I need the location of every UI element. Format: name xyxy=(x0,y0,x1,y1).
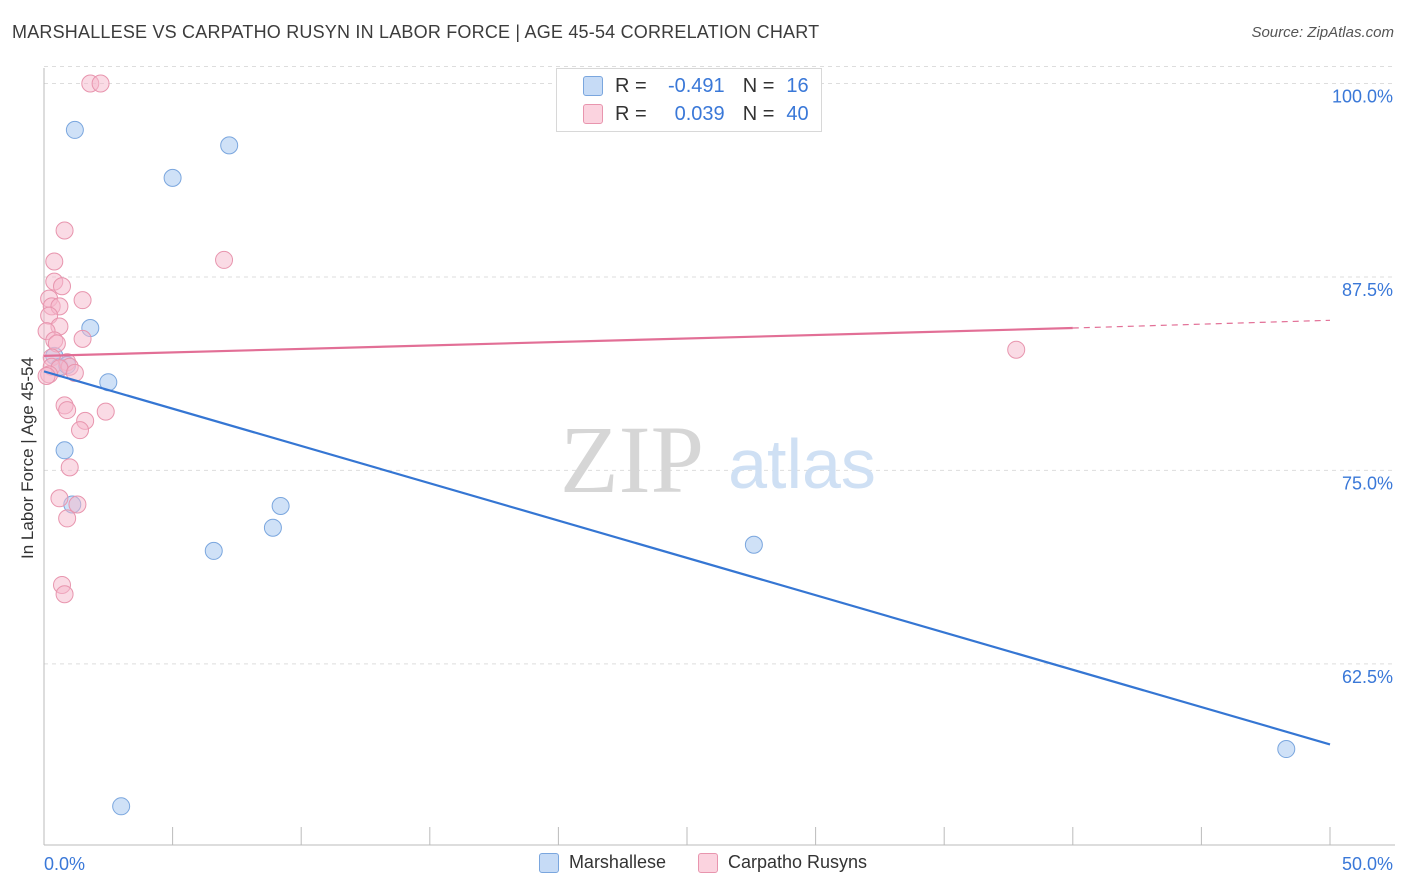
carpatho-point xyxy=(73,291,92,310)
carpatho-point xyxy=(91,74,110,93)
carpatho-point xyxy=(55,221,74,240)
marshallese-point xyxy=(55,441,74,460)
carpatho-point xyxy=(60,458,79,477)
legend-n-label: N = xyxy=(742,74,775,97)
legend-row-carpatho: R = 0.039 N = 40 xyxy=(557,100,809,128)
marshallese-trend-line xyxy=(43,370,1331,746)
carpatho-point xyxy=(1007,340,1026,359)
marshallese-point xyxy=(220,136,239,155)
source-label: Source: ZipAtlas.com xyxy=(1251,24,1394,41)
legend-swatch-carpatho xyxy=(583,104,603,124)
correlation-legend: R = -0.491 N = 16 R = 0.039 N = 40 xyxy=(556,68,822,132)
carpatho-point xyxy=(58,509,77,528)
legend-swatch-marshallese xyxy=(538,852,559,873)
legend-r-label: R = xyxy=(615,102,647,125)
carpatho-point xyxy=(58,401,77,420)
legend-swatch-marshallese xyxy=(583,76,603,96)
y-tick-label: 75.0% xyxy=(1342,473,1393,493)
watermark-atlas: atlas xyxy=(728,425,876,503)
grid-lines xyxy=(44,65,1395,665)
x-tick-label: 0.0% xyxy=(44,854,85,874)
marshallese-point xyxy=(1277,740,1296,759)
tick-labels: 62.5% 75.0% 87.5% 100.0% 0.0% 50.0% xyxy=(44,86,1393,874)
carpatho-point xyxy=(53,277,72,296)
chart-title: MARSHALLESE VS CARPATHO RUSYN IN LABOR F… xyxy=(12,22,820,42)
y-tick-label: 62.5% xyxy=(1342,667,1393,687)
axes xyxy=(43,68,1395,846)
data-points xyxy=(37,74,1296,816)
legend-r-value: 0.039 xyxy=(674,102,725,125)
carpatho-trend-extension xyxy=(1072,319,1331,329)
marshallese-point xyxy=(112,797,131,816)
marshallese-point xyxy=(271,497,290,516)
legend-swatch-carpatho xyxy=(697,852,718,873)
watermark: ZIP atlas xyxy=(560,406,876,513)
carpatho-point xyxy=(50,489,69,508)
carpatho-point xyxy=(55,585,74,604)
trend-lines xyxy=(43,319,1331,746)
carpatho-point xyxy=(68,495,87,514)
marshallese-point xyxy=(65,120,84,139)
carpatho-point xyxy=(215,250,234,269)
marshallese-point xyxy=(204,541,223,560)
legend-item-marshallese: Marshallese xyxy=(538,852,666,873)
legend-r-value: -0.491 xyxy=(667,74,725,97)
y-axis-label: In Labor Force | Age 45-54 xyxy=(18,357,37,559)
carpatho-trend-line xyxy=(43,326,1073,357)
x-tick-label: 50.0% xyxy=(1342,854,1393,874)
watermark-zip: ZIP xyxy=(560,406,704,513)
carpatho-point xyxy=(96,402,115,421)
y-tick-label: 87.5% xyxy=(1342,280,1393,300)
marshallese-point xyxy=(163,168,182,187)
legend-n-label: N = xyxy=(742,102,775,125)
legend-n-value: 16 xyxy=(786,74,809,97)
carpatho-point xyxy=(71,421,90,440)
marshallese-point xyxy=(263,518,282,537)
marshallese-point xyxy=(744,535,763,554)
legend-row-marshallese: R = -0.491 N = 16 xyxy=(557,72,809,100)
carpatho-point xyxy=(73,329,92,348)
legend-item-carpatho: Carpatho Rusyns xyxy=(697,852,868,873)
carpatho-point xyxy=(45,252,64,271)
carpatho-point xyxy=(37,367,56,386)
legend-r-label: R = xyxy=(615,74,647,97)
legend-n-value: 40 xyxy=(786,102,809,125)
series-legend: Marshallese Carpatho Rusyns xyxy=(0,852,1406,873)
legend-label-carpatho: Carpatho Rusyns xyxy=(727,852,868,872)
y-tick-label: 100.0% xyxy=(1332,86,1393,106)
legend-label-marshallese: Marshallese xyxy=(568,852,666,872)
